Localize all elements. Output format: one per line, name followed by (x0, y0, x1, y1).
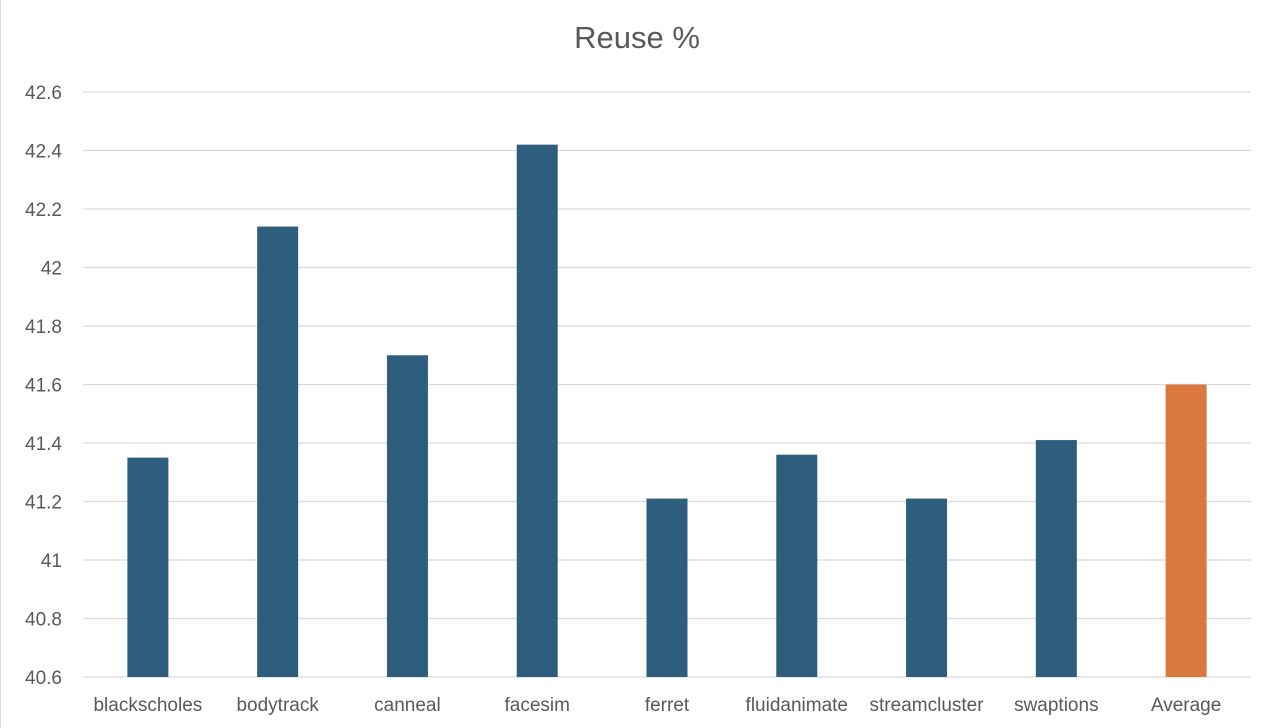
x-category-label: bodytrack (236, 695, 319, 716)
x-category-label: blackscholes (93, 695, 202, 716)
y-tick-label: 41.8 (25, 317, 62, 338)
y-tick-label: 42.6 (25, 83, 62, 104)
bar-canneal (386, 355, 428, 677)
y-tick-label: 42.4 (25, 142, 62, 163)
x-axis-labels: blackscholes bodytrack canneal facesim ferre… (93, 695, 1221, 716)
bar-bodytrack (257, 226, 299, 678)
bars (127, 144, 1207, 678)
y-tick-label: 42.2 (25, 200, 62, 221)
bar-facesim (516, 144, 558, 677)
y-tick-label: 41 (41, 551, 62, 572)
bar-ferret (646, 498, 688, 677)
bar-average (1165, 384, 1207, 677)
y-tick-label: 41.6 (25, 376, 62, 397)
y-tick-label: 42 (41, 259, 62, 280)
x-category-label: ferret (645, 695, 690, 716)
bar-fluidanimate (776, 454, 818, 677)
chart-title: Reuse % (574, 20, 700, 55)
x-category-label: facesim (504, 695, 569, 716)
bar-blackscholes (127, 457, 169, 677)
y-axis-ticks: 40.6 40.8 41 41.2 41.4 41.6 41.8 42 42.2 42.4 42.6 (25, 83, 62, 689)
x-category-label: fluidanimate (746, 695, 848, 716)
bar-streamcluster (906, 498, 948, 677)
y-tick-label: 41.2 (25, 493, 62, 514)
x-category-label: streamcluster (870, 695, 985, 716)
x-category-label: swaptions (1014, 695, 1099, 716)
y-tick-label: 40.6 (25, 668, 62, 689)
y-tick-label: 40.8 (25, 610, 62, 631)
x-category-label: Average (1151, 695, 1221, 716)
y-tick-label: 41.4 (25, 434, 62, 455)
bar-swaptions (1035, 440, 1077, 677)
x-category-label: canneal (374, 695, 441, 716)
